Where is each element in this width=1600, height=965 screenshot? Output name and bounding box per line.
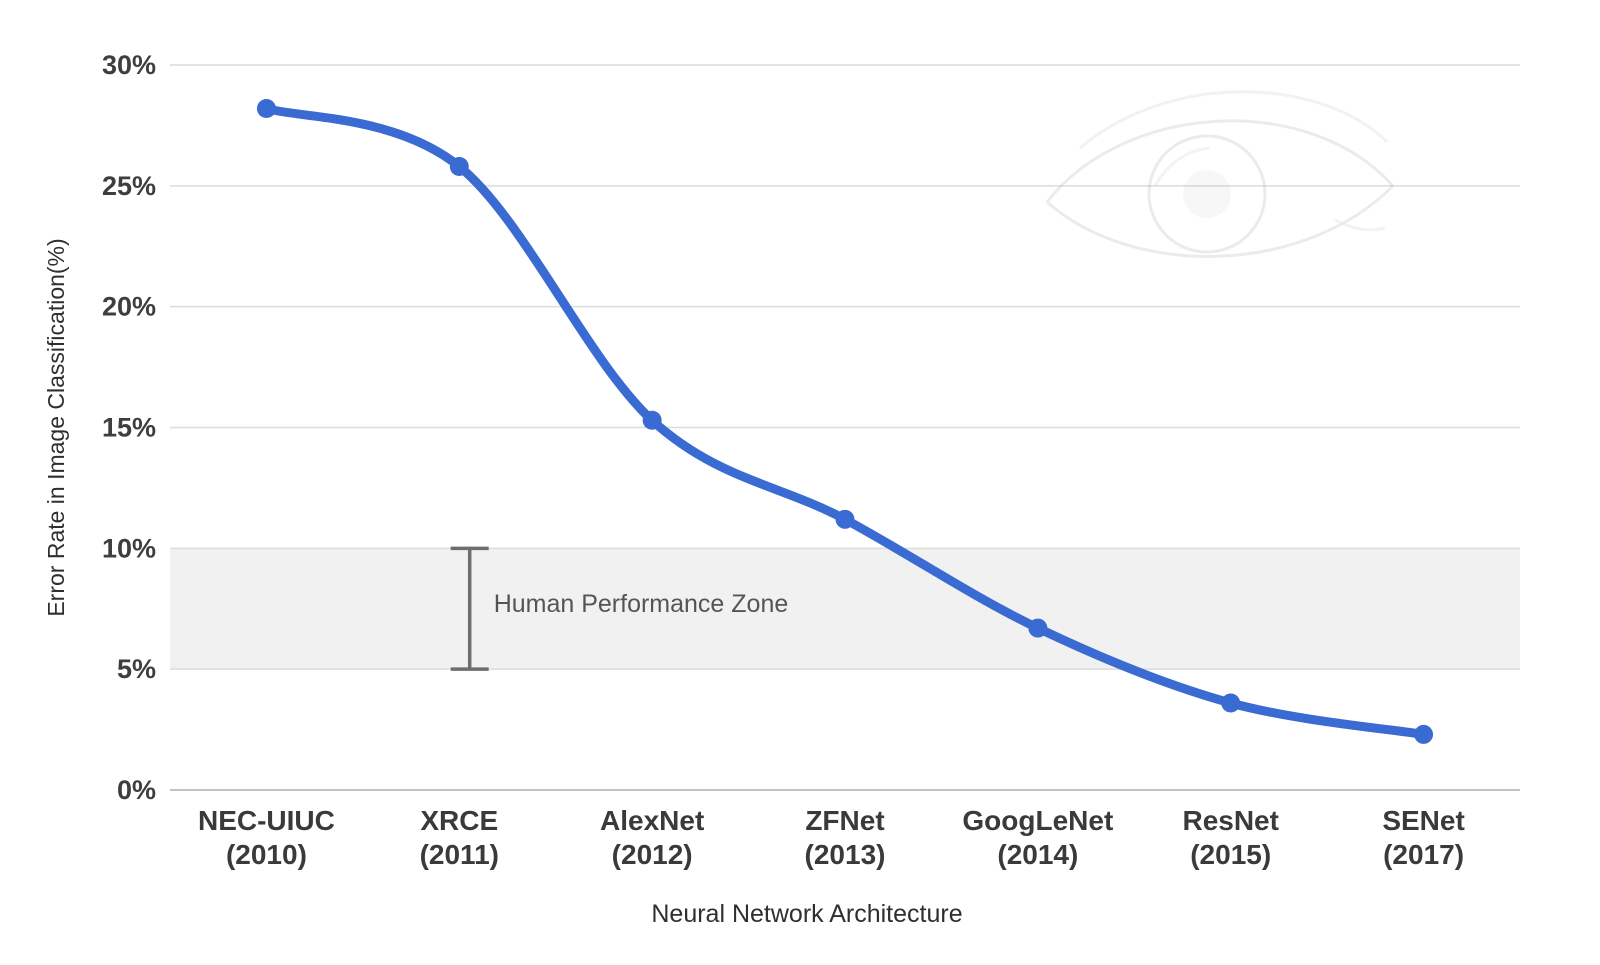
x-category-label: AlexNet	[600, 805, 704, 836]
human-zone-errorbar	[450, 546, 489, 671]
x-category-label: GoogLeNet	[962, 805, 1113, 836]
eye-watermark-image	[1045, 90, 1395, 258]
eye-pupil	[1183, 170, 1231, 218]
annotation-label: Human Performance Zone	[494, 590, 789, 618]
y-tick-label: 20%	[102, 292, 156, 322]
y-tick-label: 15%	[102, 413, 156, 443]
eye-upper-lid	[1045, 119, 1395, 203]
x-category-year-label: (2013)	[805, 839, 886, 870]
x-category-label: XRCE	[420, 805, 498, 836]
x-category-label: ZFNet	[805, 805, 884, 836]
data-point	[1414, 724, 1434, 744]
y-axis-title: Error Rate in Image Classification(%)	[43, 238, 69, 616]
y-tick-label: 5%	[117, 654, 156, 684]
data-point	[449, 157, 469, 176]
x-category-year-label: (2010)	[226, 839, 307, 870]
y-tick-label: 25%	[102, 171, 156, 201]
x-category-label: NEC-UIUC	[198, 805, 335, 836]
eye-iris	[1147, 134, 1267, 254]
x-category-year-label: (2011)	[420, 839, 499, 870]
eye-crease	[1079, 90, 1389, 150]
x-category-label: ResNet	[1182, 805, 1278, 836]
human-zone-band	[170, 548, 1520, 670]
data-point	[256, 99, 276, 118]
x-category-year-label: (2014)	[997, 839, 1078, 870]
x-category-year-label: (2017)	[1383, 839, 1464, 870]
x-category-label: SENet	[1382, 805, 1464, 836]
data-point	[642, 410, 662, 430]
eye-lash-detail	[1334, 218, 1386, 232]
data-point	[1028, 618, 1048, 638]
y-tick-label: 0%	[117, 775, 156, 805]
data-point	[1221, 693, 1241, 713]
y-tick-label: 10%	[102, 533, 156, 563]
x-axis-title: Neural Network Architecture	[651, 900, 962, 928]
y-tick-label: 30%	[102, 50, 156, 80]
eye-iris-detail	[1153, 146, 1211, 187]
eye-lower-lid	[1046, 184, 1395, 258]
x-category-year-label: (2012)	[612, 839, 693, 870]
data-point	[835, 509, 855, 529]
x-category-year-label: (2015)	[1190, 839, 1271, 870]
